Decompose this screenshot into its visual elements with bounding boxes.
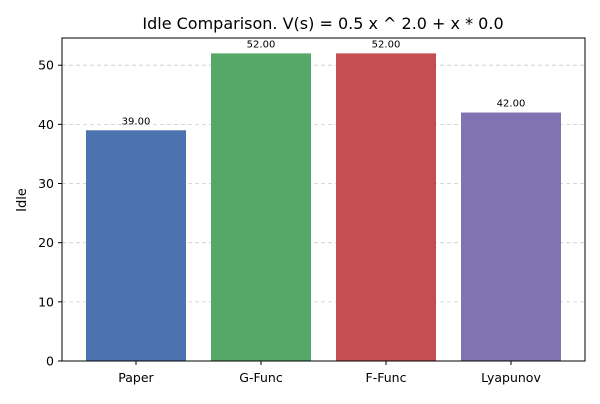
bars <box>86 53 561 362</box>
data-labels: 39.00 52.00 52.00 42.00 <box>122 39 526 127</box>
x-tick-label-g-func: G-Func <box>239 370 283 385</box>
x-tick-label-f-func: F-Func <box>366 370 407 385</box>
x-tick-label-paper: Paper <box>118 370 154 385</box>
x-axis: Paper G-Func F-Func Lyapunov <box>118 361 541 385</box>
data-label-paper: 39.00 <box>122 116 151 127</box>
chart-title: Idle Comparison. V(s) = 0.5 x ^ 2.0 + x … <box>142 14 503 33</box>
plot-frame <box>61 37 586 362</box>
bar-lyapunov <box>461 112 561 362</box>
bar-paper <box>86 130 186 361</box>
y-tick-label-1: 10 <box>38 294 54 309</box>
y-axis-label: Idle <box>15 188 30 212</box>
y-tick-label-4: 40 <box>38 117 54 132</box>
data-label-f-func: 52.00 <box>372 39 401 50</box>
data-label-g-func: 52.00 <box>247 39 276 50</box>
bar-g-func <box>211 53 311 361</box>
y-axis: 0 10 20 30 40 50 <box>38 58 62 369</box>
x-tick-label-lyapunov: Lyapunov <box>481 370 541 385</box>
y-tick-label-5: 50 <box>38 58 54 73</box>
y-tick-label-0: 0 <box>46 354 54 369</box>
y-tick-label-3: 30 <box>38 176 54 191</box>
y-tick-label-2: 20 <box>38 235 54 250</box>
data-label-lyapunov: 42.00 <box>497 99 526 110</box>
bar-f-func <box>336 53 436 361</box>
